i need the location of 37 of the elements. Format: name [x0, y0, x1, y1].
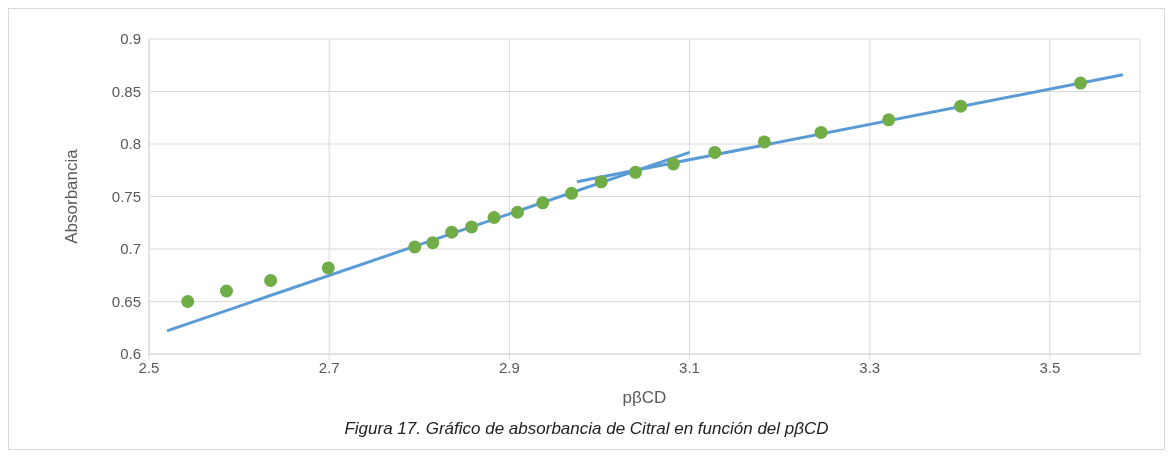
x-tick-label: 3.3 — [859, 358, 881, 376]
x-tick-label: 2.9 — [498, 358, 520, 376]
y-tick-label: 0.6 — [120, 345, 141, 363]
point — [264, 274, 278, 287]
point — [321, 261, 335, 275]
point — [445, 225, 459, 239]
point — [666, 157, 680, 171]
point — [814, 125, 828, 139]
point — [757, 135, 771, 149]
point — [594, 175, 608, 189]
point — [882, 113, 896, 127]
y-tick-label: 0.7 — [120, 240, 141, 258]
point — [536, 196, 550, 210]
point — [510, 205, 524, 219]
y-tick-label: 0.75 — [111, 187, 141, 205]
x-tick-label: 2.5 — [138, 358, 160, 376]
point — [565, 186, 579, 200]
point — [628, 165, 642, 179]
point — [465, 220, 479, 234]
x-tick-label: 3.5 — [1039, 358, 1061, 376]
y-tick-label: 0.65 — [111, 292, 141, 310]
x-tick-label: 3.1 — [679, 358, 700, 376]
point — [487, 211, 501, 224]
text: Figura 17. Gráfico de absorbancia de Citral en función del pβCD — [343, 418, 830, 440]
point — [408, 240, 422, 254]
y-tick-label: 0.8 — [120, 135, 141, 153]
point — [954, 99, 968, 113]
x-axis-title: pβCD — [622, 388, 667, 407]
point — [181, 295, 195, 308]
point — [426, 236, 440, 250]
y-axis-title: Absorbancia — [62, 148, 82, 244]
point — [219, 284, 233, 298]
point — [708, 145, 722, 159]
y-tick-label: 0.9 — [120, 30, 141, 48]
x-tick-label: 2.7 — [318, 358, 340, 376]
y-tick-label: 0.85 — [111, 82, 141, 100]
point — [1074, 76, 1088, 90]
